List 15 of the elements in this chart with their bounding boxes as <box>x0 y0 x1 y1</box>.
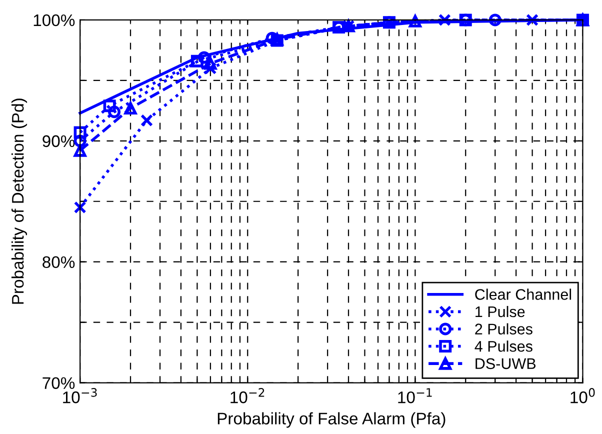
y-axis-title: Probability of Detection (Pd) <box>11 98 28 304</box>
legend-label: Clear Channel <box>475 288 572 300</box>
legend-label: 4 Pulses <box>474 340 532 352</box>
y-tick-label: 80% <box>42 256 75 268</box>
legend-label: 1 Pulse <box>476 306 525 318</box>
legend-label: 2 Pulses <box>475 323 532 334</box>
x-tick-label: 10$^{0}$ <box>570 388 595 404</box>
legend-label: DS-UWB <box>476 358 536 370</box>
x-axis-title: Probability of False Alarm (Pfa) <box>218 412 446 428</box>
x-tick-label: 10$^{−2}$ <box>230 388 264 404</box>
y-tick-label: 100% <box>34 14 75 26</box>
x-tick-label: 10$^{−3}$ <box>63 388 97 404</box>
x-tick-label: 10$^{−1}$ <box>398 388 432 404</box>
y-tick-label: 90% <box>42 135 75 148</box>
y-tick-label: 70% <box>42 377 75 389</box>
